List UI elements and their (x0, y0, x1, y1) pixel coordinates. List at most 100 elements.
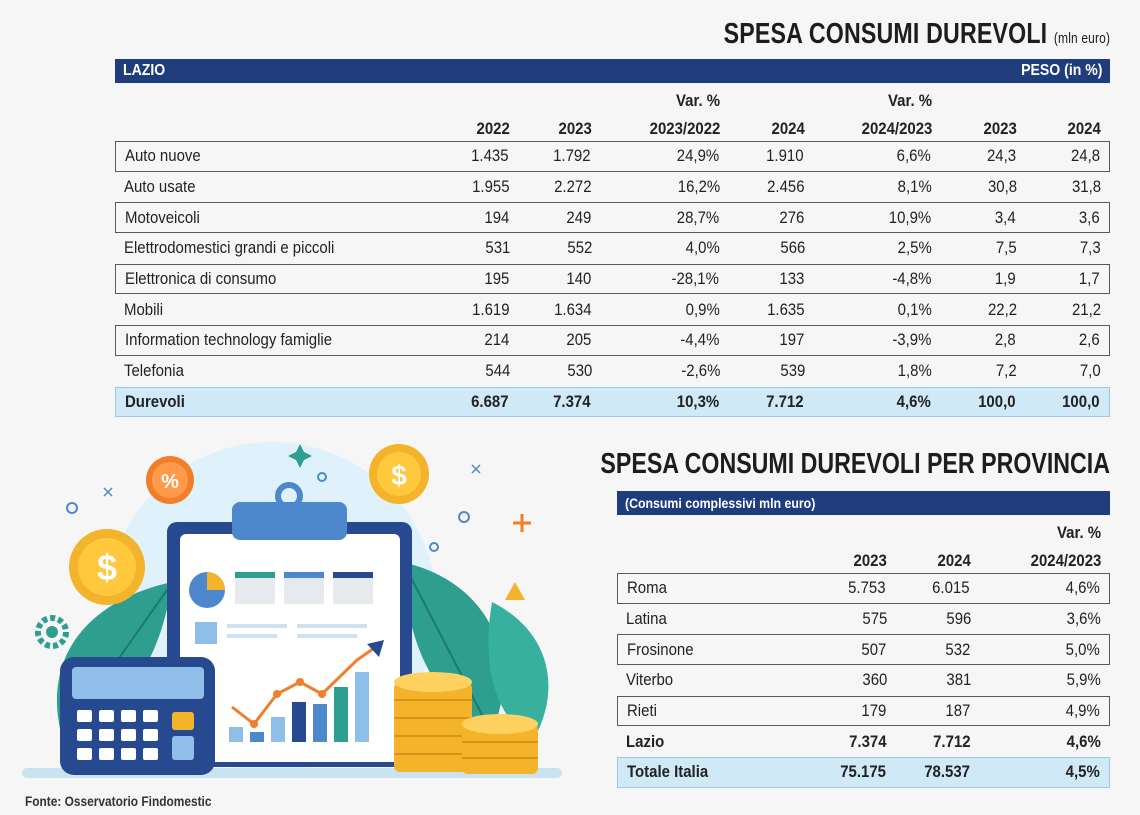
main-title-text: SPESA CONSUMI DUREVOLI (723, 18, 1048, 50)
sparkle-icon (288, 444, 312, 468)
cell-text: Telefonia (124, 361, 184, 381)
cell-var1: -4,4% (675, 326, 719, 355)
dot-icon (458, 511, 470, 523)
province-row: Lazio 7.374 7.712 4,6% (617, 726, 1110, 757)
province-row: Viterbo 360 381 5,9% (617, 665, 1110, 696)
durevoli-table: 2022 2023 Var. % 2023/2022 2024 Var. % 2… (115, 85, 1110, 418)
info-square (195, 622, 217, 644)
cell-var: 4,9% (1061, 697, 1100, 726)
cell-label: Rieti (627, 697, 661, 726)
cell-text: 7.712 (933, 731, 971, 751)
main-title-unit: (mln euro) (1053, 30, 1110, 47)
cell-text: Roma (627, 578, 667, 598)
cell-text: 4,5% (1065, 762, 1100, 782)
col-2022: 2022 (476, 119, 510, 138)
province-row: Frosinone 507 532 5,0% (617, 634, 1110, 666)
cell-y2024: 7.712 (761, 388, 804, 417)
cell-text: 4,6% (896, 391, 931, 411)
table-row: Durevoli 6.687 7.374 10,3% 7.712 4,6% 100,0 100… (115, 386, 1110, 418)
cell-y2022: 544 (482, 356, 510, 387)
cell-y2023: 552 (564, 233, 592, 264)
cell-var2: 6,6% (892, 142, 931, 171)
cell-text: 7.374 (553, 391, 591, 411)
pie-chart-icon (189, 572, 225, 608)
cell-y2022: 1.619 (467, 294, 510, 325)
cell-label: Totale Italia (627, 758, 719, 787)
trend-arrow-icon (231, 640, 384, 728)
cell-var1: 4,0% (681, 233, 720, 264)
coin-stack-icon (394, 672, 538, 774)
finance-illustration: $ $ % (22, 442, 562, 778)
cell-var: 5,9% (1062, 665, 1101, 696)
triangle-icon (505, 582, 525, 600)
cell-text: 5,9% (1066, 670, 1101, 690)
cell-text: Elettrodomestici grandi e piccoli (124, 238, 335, 258)
cell-label: Auto usate (124, 172, 205, 203)
cell-var: 4,6% (1062, 726, 1101, 757)
cell-text: 3,6% (1066, 609, 1101, 629)
plus-icon (513, 514, 531, 532)
calculator-icon (60, 657, 215, 775)
cell-text: 1.910 (766, 146, 804, 166)
cell-text: 78.537 (924, 762, 970, 782)
cell-text: 10,3% (676, 391, 719, 411)
cell-var2: 1,8% (893, 356, 932, 387)
cell-text: 7,3 (1080, 238, 1101, 258)
cell-label: Information technology famiglie (125, 326, 360, 355)
cell-label: Durevoli (125, 388, 193, 417)
cell-text: Viterbo (626, 670, 674, 690)
info-panel-bar (284, 572, 324, 578)
province-banner-text: (Consumi complessivi mln euro) (625, 495, 816, 511)
cell-text: 532 (945, 639, 970, 659)
cell-y2023: 360 (859, 665, 887, 696)
leaf-icon-right (402, 562, 549, 742)
cell-text: Durevoli (125, 391, 185, 411)
cell-text: 7.374 (849, 731, 887, 751)
cell-text: 187 (945, 701, 970, 721)
cell-y2024: 187 (942, 697, 970, 726)
cell-text: 4,9% (1065, 701, 1100, 721)
cell-text: 575 (862, 609, 887, 629)
col-var2-top: Var. % (887, 91, 932, 110)
cell-text: 360 (862, 670, 887, 690)
cell-label: Elettrodomestici grandi e piccoli (124, 233, 363, 264)
cell-y2023: 249 (563, 203, 591, 232)
text-line (227, 634, 277, 638)
cell-text: Information technology famiglie (125, 330, 333, 350)
cell-var1: 24,9% (671, 142, 719, 171)
cell-y2022: 6.687 (466, 388, 509, 417)
cell-text: 30,8 (987, 177, 1017, 197)
region-banner: LAZIO PESO (in %) (115, 59, 1110, 83)
cell-y2024: 197 (776, 326, 804, 355)
cell-text: 2.456 (767, 177, 805, 197)
cell-text: 5.753 (848, 578, 886, 598)
cell-var: 4,5% (1061, 758, 1100, 787)
cell-text: 381 (946, 670, 971, 690)
cell-p2024: 1,7 (1076, 265, 1100, 294)
cell-label: Motoveicoli (125, 203, 210, 232)
cell-y2022: 195 (481, 265, 509, 294)
cell-label: Lazio (626, 726, 669, 757)
cell-text: 75.175 (840, 762, 886, 782)
cell-text: Lazio (626, 731, 665, 751)
info-panel-bar (235, 572, 275, 578)
cell-text: -28,1% (671, 269, 719, 289)
cell-p2023: 7,2 (993, 356, 1017, 387)
cell-y2023: 179 (858, 697, 886, 726)
cell-var2: -3,9% (887, 326, 931, 355)
cell-label: Viterbo (626, 665, 680, 696)
cell-text: Mobili (124, 299, 164, 319)
cell-text: 566 (780, 238, 805, 258)
cell-text: 214 (484, 330, 509, 350)
cell-text: -2,6% (680, 361, 720, 381)
col-var2-bottom: 2024/2023 (861, 119, 932, 138)
cell-text: 8,1% (897, 177, 932, 197)
cell-p2023: 30,8 (984, 172, 1017, 203)
cell-text: 249 (566, 207, 591, 227)
cell-p2023: 22,2 (984, 294, 1017, 325)
cell-text: 2,5% (897, 238, 932, 258)
cell-text: 1.619 (472, 299, 510, 319)
cell-text: 133 (779, 269, 804, 289)
cell-text: Rieti (627, 701, 657, 721)
cell-var2: 0,1% (893, 294, 932, 325)
